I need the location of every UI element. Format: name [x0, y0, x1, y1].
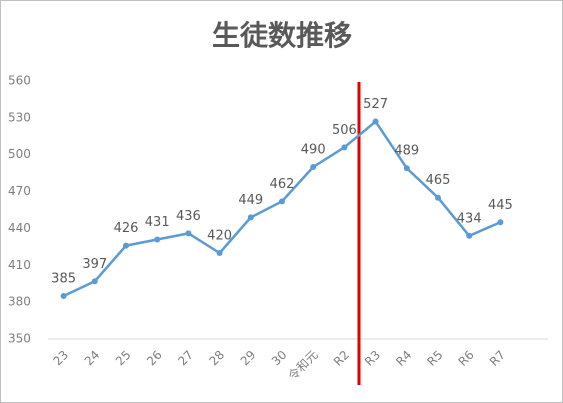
y-tick-label: 530: [8, 110, 31, 124]
point: [466, 232, 473, 239]
y-tick-label: 470: [8, 184, 31, 198]
point: [185, 230, 192, 237]
data-label: 420: [207, 229, 232, 244]
data-label: 465: [426, 173, 451, 188]
y-tick-label: 350: [8, 332, 31, 346]
data-label: 462: [270, 177, 295, 192]
y-tick-label: 560: [8, 74, 31, 88]
data-label: 426: [114, 221, 139, 236]
data-label: 506: [332, 123, 357, 138]
data-label: 445: [488, 198, 513, 213]
data-label: 397: [82, 257, 107, 272]
point: [403, 165, 410, 172]
y-tick-label: 410: [8, 258, 31, 272]
data-label: 489: [394, 144, 419, 159]
chart-title: 生徒数推移: [212, 19, 352, 52]
point: [435, 194, 441, 201]
point: [216, 250, 223, 256]
point: [60, 293, 67, 299]
point: [341, 144, 348, 151]
point: [310, 164, 317, 170]
point: [279, 198, 285, 205]
point: [123, 242, 129, 249]
y-tick-label: 380: [8, 295, 31, 309]
point: [247, 214, 254, 221]
point: [91, 278, 98, 285]
data-label: 490: [301, 143, 326, 158]
data-label: 434: [457, 211, 482, 226]
data-label: 431: [145, 215, 170, 230]
data-label: 449: [238, 193, 263, 208]
y-tick-label: 440: [8, 221, 31, 235]
data-label: 385: [51, 272, 76, 287]
y-tick-label: 500: [8, 147, 31, 161]
data-label: 527: [363, 97, 388, 112]
point: [372, 118, 379, 125]
data-label: 436: [176, 209, 201, 224]
point: [154, 236, 161, 243]
point: [497, 219, 504, 226]
